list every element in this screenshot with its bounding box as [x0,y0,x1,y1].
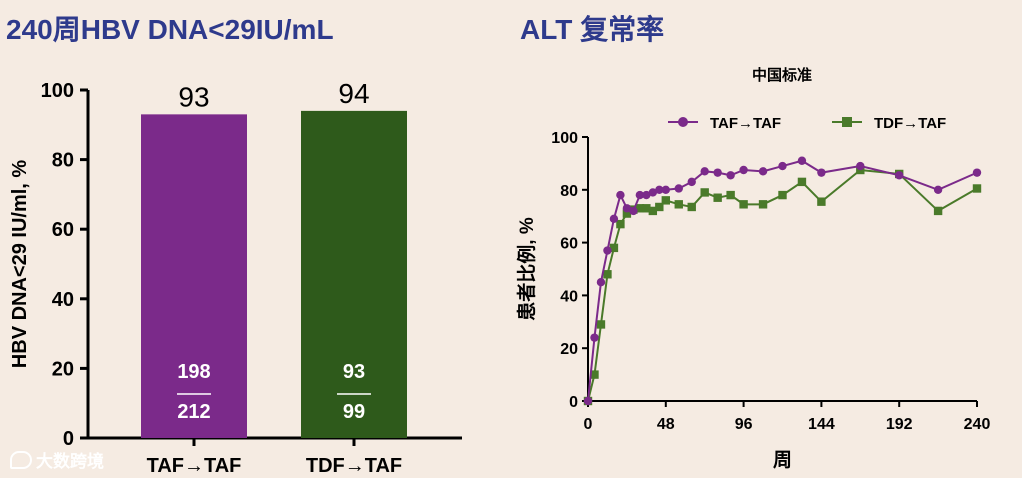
line-y-tick-label: 0 [569,394,578,411]
watermark-text: 大数跨境 [36,452,104,471]
series-1-point [635,190,645,200]
line-x-tick-label: 48 [657,416,675,433]
series-1-point [629,206,638,216]
series-1-point [817,168,826,177]
line-y-tick-label: 40 [560,288,578,305]
series-1-point [726,171,735,180]
left-chart-title: 240周HBV DNA<29IU/mL [6,14,334,45]
series-2-point [933,206,943,216]
right-chart-title: ALT 复常率 [520,14,665,45]
bar-y-tick-label: 80 [52,150,74,172]
bar-y-tick-label: 60 [52,219,74,241]
bar-y-tick-label: 100 [41,80,74,102]
watermark-logo: 大数跨境 [10,447,104,472]
series-1-point [972,168,982,177]
series-2-point [616,219,625,229]
series-2-point [609,243,619,253]
series-1-point [933,185,943,194]
bar-y-tick-label: 20 [52,358,74,380]
series-1-point [739,165,748,175]
series-1-point [590,333,599,342]
bar-fraction-denominator: 99 [343,401,365,423]
bar-value-label: 93 [178,81,209,112]
series-2-point [797,177,807,187]
line-x-tick-label: 0 [584,416,593,433]
line-x-tick-label: 240 [964,416,991,433]
series-1-point [758,167,768,176]
line-y-tick-label: 20 [560,341,578,358]
series-2-point [590,370,599,379]
series-1-point [603,246,612,255]
series-2-point [817,197,826,206]
bar-fraction-numerator: 93 [343,361,365,383]
series-2-point [622,209,632,218]
series-2-point [661,196,670,205]
series-2-point [674,200,683,209]
line-chart-title: 中国标准 [752,66,812,84]
legend-label-1: TAF→TAF [710,115,781,132]
legend-marker-circle [678,117,688,127]
bar-fraction-denominator: 212 [177,401,210,423]
series-2-point [687,202,696,212]
bar-category-label: TAF→TAF [147,455,242,477]
series-2-point [596,320,606,329]
bar-1 [141,114,247,439]
bar-y-tick-label: 0 [63,428,74,450]
series-1-point [700,167,709,176]
series-2-point [655,202,664,212]
line-x-tick-label: 192 [886,416,913,433]
series-2-point [635,204,645,213]
chat-bubble-icon [10,450,32,469]
series-2-point [642,204,651,213]
legend-label-2: TDF→TAF [874,115,946,132]
series-2-point [778,190,787,200]
line-y-tick-label: 80 [560,183,578,200]
series-1-point [856,161,865,171]
series-2-point [758,200,768,209]
series-1-point [596,278,606,287]
bar-fraction-numerator: 198 [177,361,210,383]
legend-marker-square [842,117,852,127]
line-y-axis-label: 患者比例, % [515,217,538,321]
series-1-point [609,214,619,224]
line-y-tick-label: 100 [551,130,578,147]
line-y-tick-label: 60 [560,236,578,253]
bar-category-label: TDF→TAF [306,455,402,477]
series-2-point [603,270,612,279]
bar-y-axis-label: HBV DNA<29 IU/ml, % [9,160,31,369]
line-x-tick-label: 144 [808,416,835,433]
series-1-point [661,185,670,194]
line-x-axis-label: 周 [773,449,792,471]
series-1-point [622,204,632,213]
series-2-point [726,190,735,200]
series-1-point [713,168,722,177]
series-1-point [616,190,625,200]
series-2-point [739,200,748,209]
series-2-point [713,193,722,202]
bar-y-tick-label: 40 [52,289,74,311]
series-2-point [648,206,658,216]
series-1-point [778,161,787,171]
series-1-point [687,177,696,187]
series-1-point [642,190,651,200]
line-x-tick-label: 96 [735,416,753,433]
series-1-point [797,156,807,165]
bar-2 [301,110,407,438]
series-2-point [700,188,709,197]
series-1-point [895,171,904,180]
series-1-point [583,396,593,406]
series-2-point [972,184,982,193]
series-1-point [674,184,683,193]
series-1-point [648,188,658,197]
bar-value-label: 94 [338,78,369,109]
series-1-point [655,185,664,194]
